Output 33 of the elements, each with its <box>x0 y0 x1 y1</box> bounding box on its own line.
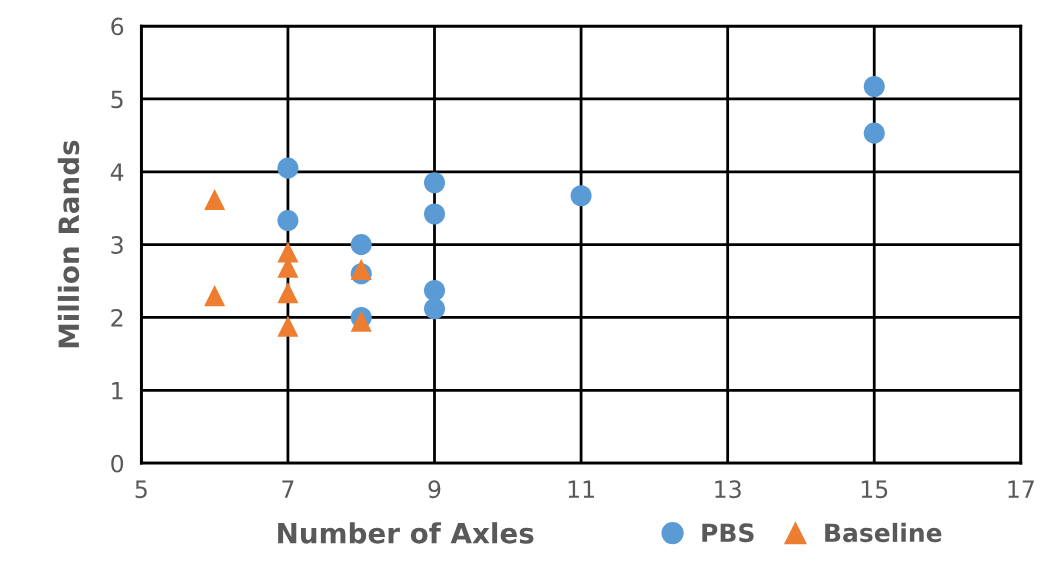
point <box>423 280 446 302</box>
point <box>863 75 885 98</box>
point <box>423 203 446 225</box>
y-tick-label: 3 <box>111 236 123 254</box>
point <box>863 122 885 144</box>
y-tick-label: 6 <box>111 17 124 36</box>
x-tick-label: 13 <box>715 480 741 499</box>
x-tick-label: 9 <box>428 480 441 499</box>
point <box>350 258 372 280</box>
point <box>350 234 372 256</box>
x-tick-label: 7 <box>282 480 294 498</box>
y-tick-label: 1 <box>112 382 123 400</box>
point <box>277 282 299 304</box>
point <box>423 298 446 320</box>
y-tick-label: 5 <box>111 90 123 109</box>
y-tick-label: 4 <box>110 163 124 181</box>
x-tick-label: 11 <box>568 480 594 498</box>
x-axis-title: Number of Axles <box>278 522 534 544</box>
legend-label: PBS <box>702 523 754 543</box>
point <box>277 210 299 232</box>
x-tick-label: 17 <box>1008 480 1034 498</box>
x-tick-label: 5 <box>135 480 147 499</box>
y-tick-label: 0 <box>111 454 124 473</box>
point <box>570 185 592 207</box>
point <box>204 285 226 307</box>
y-axis-title: Million Rands <box>57 140 80 348</box>
point <box>423 172 446 194</box>
point <box>277 157 299 179</box>
point <box>204 188 226 210</box>
x-tick-label: 15 <box>861 480 888 499</box>
y-tick-label: 2 <box>111 308 123 327</box>
point <box>277 315 299 337</box>
legend-label: Baseline <box>825 522 942 543</box>
